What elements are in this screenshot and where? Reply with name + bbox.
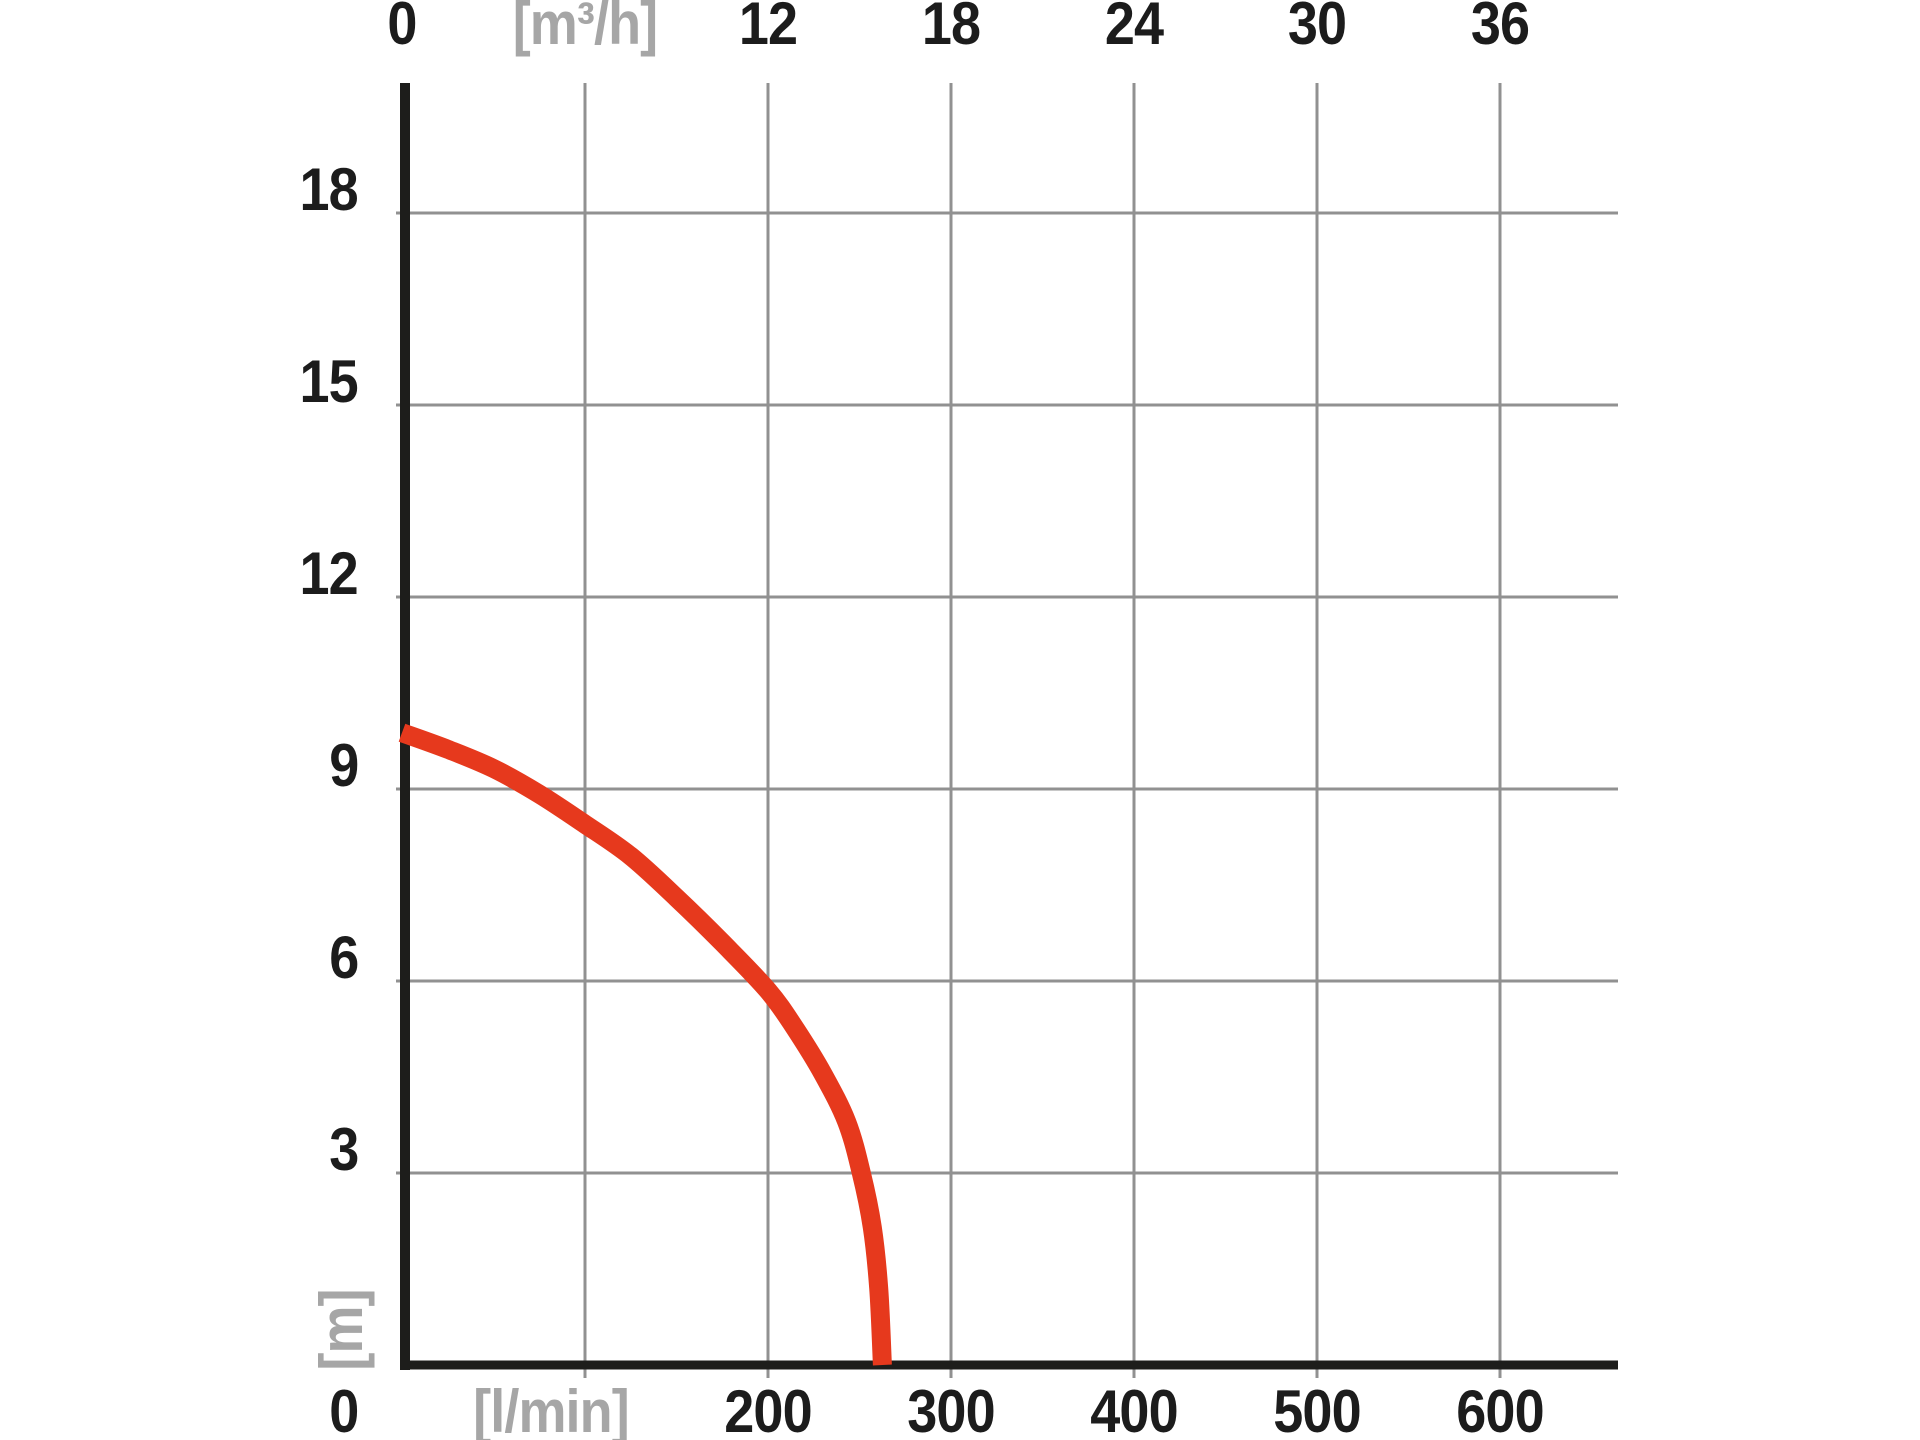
y-axis-label-9-text: 9 xyxy=(328,732,359,799)
bottom-axis-unit-label-text: [l/min] xyxy=(473,1378,630,1440)
origin-zero-label: 0 xyxy=(326,1378,359,1440)
y-axis-label-12-text: 12 xyxy=(299,540,359,607)
bottom-axis-label-500: 500 xyxy=(1268,1382,1365,1440)
pump-curve-line xyxy=(398,723,892,1366)
top-axis-label-30: 30 xyxy=(1285,0,1350,54)
top-axis-label-18: 18 xyxy=(919,0,984,54)
bottom-axis-label-600: 600 xyxy=(1451,1382,1548,1440)
bottom-axis-label-200-text: 200 xyxy=(724,1378,812,1440)
top-axis-label-30-text: 30 xyxy=(1287,0,1347,57)
bottom-axis-label-300: 300 xyxy=(902,1382,999,1440)
y-axis-label-3-text: 3 xyxy=(328,1116,359,1183)
top-axis-label-0: 0 xyxy=(386,0,418,54)
y-axis-unit-label: [m] xyxy=(308,1285,375,1375)
y-axis-label-12: 12 xyxy=(293,540,359,607)
y-axis-label-15-text: 15 xyxy=(299,348,359,415)
top-axis-label-12-text: 12 xyxy=(738,0,798,57)
top-axis-label-12: 12 xyxy=(736,0,801,54)
bottom-axis-label-400-text: 400 xyxy=(1090,1378,1178,1440)
top-axis-label-36: 36 xyxy=(1468,0,1533,54)
y-axis-label-9: 9 xyxy=(326,732,359,799)
top-axis-label-18-text: 18 xyxy=(921,0,981,57)
y-axis-label-18: 18 xyxy=(293,156,359,223)
bottom-axis-label-500-text: 500 xyxy=(1273,1378,1361,1440)
bottom-axis-label-400: 400 xyxy=(1085,1382,1182,1440)
bottom-axis-unit-label: [l/min] xyxy=(465,1382,638,1440)
y-axis-label-18-text: 18 xyxy=(299,156,359,223)
bottom-axis-label-200: 200 xyxy=(719,1382,816,1440)
top-axis-unit-label-text: [m³/h] xyxy=(512,0,658,57)
y-axis-label-15: 15 xyxy=(293,348,359,415)
y-axis-label-3: 3 xyxy=(326,1116,359,1183)
bottom-axis-label-600-text: 600 xyxy=(1456,1378,1544,1440)
origin-zero-label-text: 0 xyxy=(328,1378,359,1440)
top-axis-label-36-text: 36 xyxy=(1470,0,1530,57)
top-axis-label-24-text: 24 xyxy=(1104,0,1164,57)
top-axis-label-0-text: 0 xyxy=(387,0,417,57)
y-axis-label-6-text: 6 xyxy=(328,924,359,991)
bottom-axis-label-300-text: 300 xyxy=(907,1378,995,1440)
y-axis-label-6: 6 xyxy=(326,924,359,991)
y-axis-unit-label-text: [m] xyxy=(308,1289,375,1371)
top-axis-unit-label: [m³/h] xyxy=(505,0,666,54)
top-axis-label-24: 24 xyxy=(1102,0,1167,54)
